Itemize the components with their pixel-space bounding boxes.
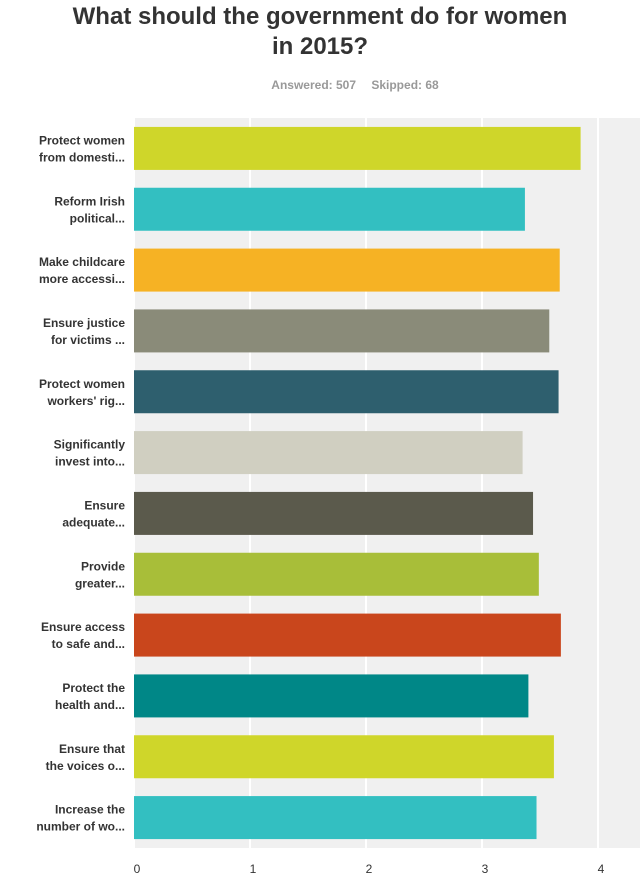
category-label: Ensure access [41, 620, 125, 634]
plot-background [134, 118, 640, 848]
category-label: Significantly [54, 438, 126, 452]
category-label: Provide [81, 559, 125, 573]
bar [134, 613, 561, 657]
bar [134, 491, 534, 535]
category-label: invest into... [55, 455, 125, 469]
skipped-count: Skipped: 68 [371, 78, 439, 92]
bar [134, 431, 523, 475]
chart-title: What should the government do for women … [72, 3, 568, 60]
category-label: health and... [55, 698, 125, 712]
bar [134, 674, 529, 718]
x-tick-label: 3 [482, 862, 489, 876]
bar [134, 735, 554, 779]
bar [134, 187, 525, 231]
x-tick-label: 1 [250, 862, 257, 876]
category-label: number of wo... [36, 820, 125, 834]
bar [134, 370, 559, 414]
category-label: Protect women [39, 133, 125, 147]
category-label: political... [70, 211, 125, 225]
bar [134, 796, 537, 840]
category-label: Increase the [55, 803, 125, 817]
answered-count: Answered: 507 [271, 78, 356, 92]
response-stats: Answered: 507 Skipped: 68 [0, 78, 640, 92]
category-label: for victims ... [51, 333, 125, 347]
category-label: from domesti... [39, 150, 125, 164]
category-label: more accessi... [39, 272, 125, 286]
category-label: adequate... [62, 515, 125, 529]
bar [134, 552, 539, 596]
category-label: Protect women [39, 377, 125, 391]
x-tick-label: 2 [366, 862, 373, 876]
x-tick-label: 0 [134, 862, 141, 876]
category-label: greater... [75, 576, 125, 590]
x-tick-label: 4 [598, 862, 605, 876]
bar [134, 309, 550, 353]
category-label: to safe and... [52, 637, 125, 651]
category-label: workers' rig... [46, 394, 125, 408]
category-label: Reform Irish [54, 194, 125, 208]
category-label: Protect the [62, 681, 125, 695]
category-label: Ensure [84, 498, 125, 512]
category-label: Ensure justice [43, 316, 125, 330]
category-label: the voices o... [46, 759, 125, 773]
category-label: Make childcare [39, 255, 125, 269]
category-label: Ensure that [59, 742, 125, 756]
bar [134, 126, 581, 170]
bar [134, 248, 560, 292]
